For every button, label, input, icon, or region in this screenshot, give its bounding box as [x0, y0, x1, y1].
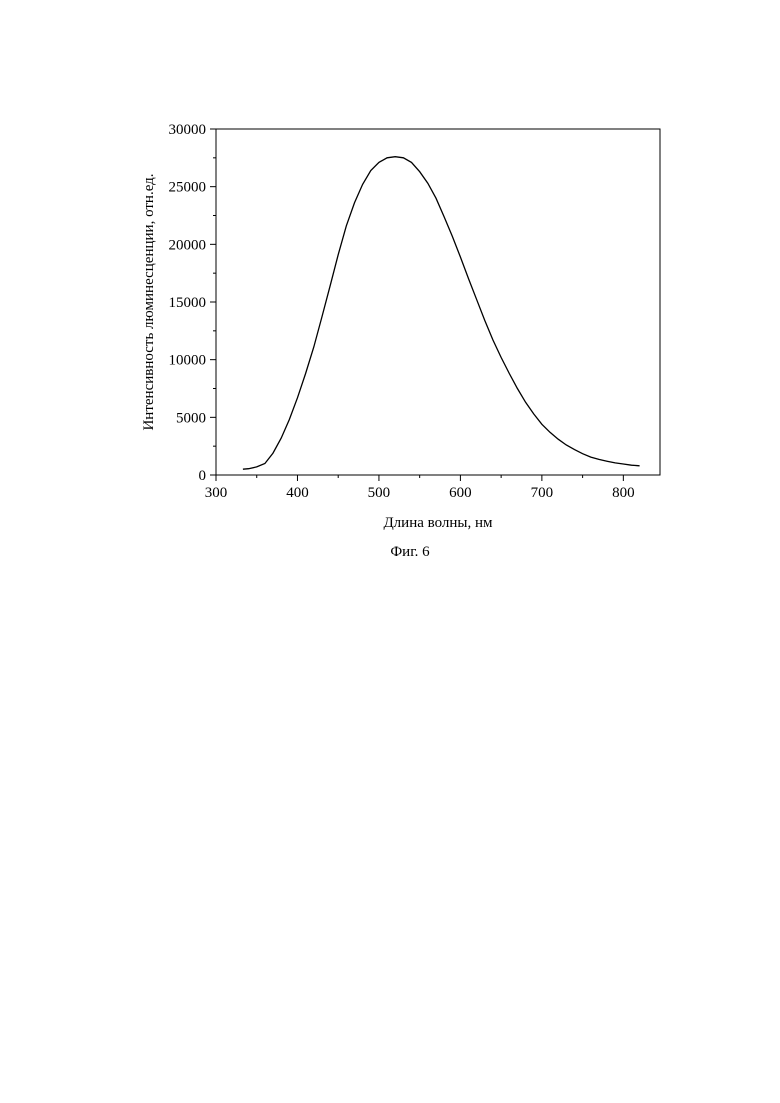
x-tick-label: 700 [531, 485, 554, 501]
y-tick-label: 20000 [169, 237, 207, 253]
x-axis: 300 400 500 600 700 800 [205, 475, 635, 501]
plot-frame [216, 129, 660, 475]
y-tick-label: 10000 [169, 353, 207, 369]
figure-caption: Фиг. 6 [0, 544, 780, 561]
series-line [243, 157, 640, 470]
y-tick-label: 5000 [176, 410, 206, 426]
luminescence-chart: 300 400 500 600 700 800 0 5000 10000 15000 20000 2… [0, 0, 780, 560]
y-axis-title: Интенсивность люминесценции, отн.ед. [141, 173, 157, 430]
x-tick-label: 600 [449, 485, 472, 501]
x-tick-label: 400 [286, 485, 309, 501]
y-axis: 0 5000 10000 15000 20000 25000 30000 [169, 122, 217, 484]
x-tick-label: 500 [368, 485, 391, 501]
x-axis-title: Длина волны, нм [383, 515, 493, 531]
y-tick-label: 30000 [169, 122, 207, 138]
y-tick-label: 0 [199, 468, 207, 484]
y-tick-label: 15000 [169, 295, 207, 311]
x-tick-label: 800 [612, 485, 635, 501]
y-tick-label: 25000 [169, 180, 207, 196]
x-tick-label: 300 [205, 485, 228, 501]
